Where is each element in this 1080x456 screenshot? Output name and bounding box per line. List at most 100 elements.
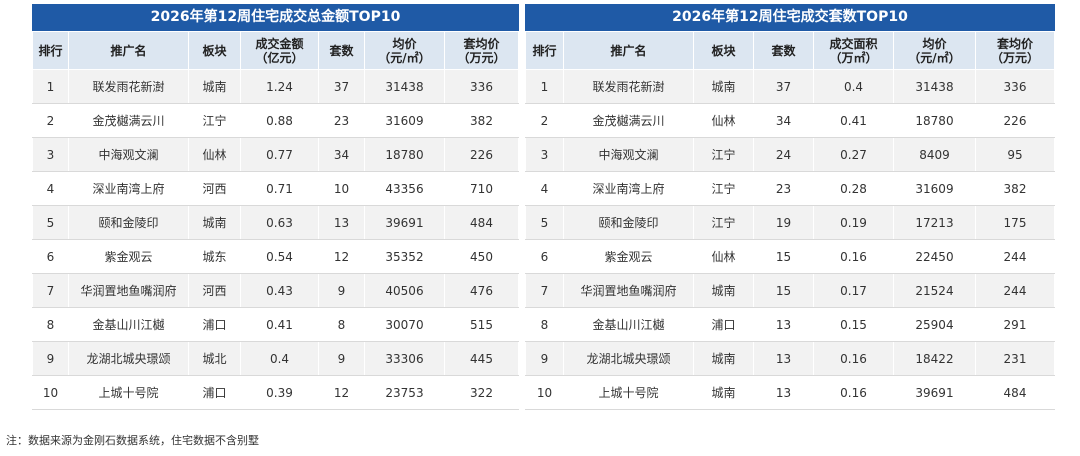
table-cell: 710 [444,171,519,206]
header-row: 排行 推广名 板块 套数 成交面积 （万㎡） 均价 （元/㎡） 套均价 （万元） [525,31,1055,70]
table-cell: 9 [318,273,365,308]
table-cell: 0.41 [813,103,894,138]
table-cell: 244 [975,239,1055,274]
column-header: 套数 [753,31,814,70]
table-cell: 7 [525,273,564,308]
table-cell: 0.77 [240,137,319,172]
table-cell: 226 [444,137,519,172]
table-row: 6 紫金观云 仙林 15 0.16 22450 244 [525,239,1055,274]
table-cell: 龙湖北城央璟颂 [563,341,694,376]
table-cell: 河西 [188,273,241,308]
table-cell: 226 [975,103,1055,138]
table-cell: 城东 [188,239,241,274]
table-cell: 17213 [893,205,976,240]
table-cell: 颐和金陵印 [563,205,694,240]
table-cell: 上城十号院 [68,375,189,410]
table-cell: 382 [444,103,519,138]
table-cell: 中海观文澜 [68,137,189,172]
column-header: 套数 [318,31,365,70]
table-cell: 0.71 [240,171,319,206]
table-cell: 31609 [893,171,976,206]
table-row: 10 上城十号院 城南 13 0.16 39691 484 [525,375,1055,410]
table-cell: 6 [525,239,564,274]
table-cell: 18422 [893,341,976,376]
table-row: 7 华润置地鱼嘴润府 河西 0.43 9 40506 476 [32,273,519,308]
table-cell: 25904 [893,307,976,342]
table-cell: 深业南湾上府 [563,171,694,206]
table-cell: 19 [753,205,814,240]
table-cell: 0.63 [240,205,319,240]
table-cell: 15 [753,273,814,308]
table-cell: 5 [32,205,69,240]
table-cell: 深业南湾上府 [68,171,189,206]
table-cell: 23753 [364,375,445,410]
table-cell: 仙林 [693,239,754,274]
column-header: 套均价 （万元） [444,31,519,70]
table-cell: 江宁 [693,137,754,172]
column-header: 均价 （元/㎡） [893,31,976,70]
table-cell: 21524 [893,273,976,308]
table-cell: 联发雨花新澍 [563,69,694,104]
table-cell: 322 [444,375,519,410]
table-cell: 35352 [364,239,445,274]
table-cell: 4 [525,171,564,206]
table-cell: 39691 [893,375,976,410]
table-row: 3 中海观文澜 仙林 0.77 34 18780 226 [32,137,519,172]
table-row: 8 金基山川江樾 浦口 13 0.15 25904 291 [525,307,1055,342]
table-cell: 0.16 [813,239,894,274]
table-cell: 0.88 [240,103,319,138]
table-cell: 2 [32,103,69,138]
transaction-amount-top10-table: 2026年第12周住宅成交总金额TOP10 排行 推广名 板块 成交金额 （亿元） 套数… [32,4,519,410]
table-cell: 336 [444,69,519,104]
table-row: 8 金基山川江樾 浦口 0.41 8 30070 515 [32,307,519,342]
table-row: 1 联发雨花新澍 城南 37 0.4 31438 336 [525,69,1055,104]
table-row: 6 紫金观云 城东 0.54 12 35352 450 [32,239,519,274]
table-cell: 450 [444,239,519,274]
table-row: 7 华润置地鱼嘴润府 城南 15 0.17 21524 244 [525,273,1055,308]
table-cell: 1.24 [240,69,319,104]
header-row: 排行 推广名 板块 成交金额 （亿元） 套数 均价 （元/㎡） 套均价 （万元） [32,31,519,70]
table-cell: 5 [525,205,564,240]
table-cell: 31609 [364,103,445,138]
table-cell: 18780 [893,103,976,138]
table-cell: 34 [318,137,365,172]
table-cell: 仙林 [693,103,754,138]
table-cell: 0.54 [240,239,319,274]
table-cell: 15 [753,239,814,274]
column-header: 推广名 [563,31,694,70]
table-cell: 0.28 [813,171,894,206]
table-row: 9 龙湖北城央璟颂 城北 0.4 9 33306 445 [32,341,519,376]
table-cell: 6 [32,239,69,274]
table-row: 3 中海观文澜 江宁 24 0.27 8409 95 [525,137,1055,172]
table-cell: 13 [753,341,814,376]
table-cell: 0.15 [813,307,894,342]
table-cell: 484 [444,205,519,240]
table-cell: 仙林 [188,137,241,172]
table-row: 5 颐和金陵印 城南 0.63 13 39691 484 [32,205,519,240]
table-cell: 515 [444,307,519,342]
table-cell: 0.4 [240,341,319,376]
table-cell: 10 [32,375,69,410]
table-cell: 河西 [188,171,241,206]
table-cell: 13 [318,205,365,240]
table-cell: 浦口 [188,307,241,342]
table-cell: 0.16 [813,341,894,376]
table-row: 5 颐和金陵印 江宁 19 0.19 17213 175 [525,205,1055,240]
table-cell: 33306 [364,341,445,376]
table-cell: 金基山川江樾 [563,307,694,342]
table-cell: 联发雨花新澍 [68,69,189,104]
table-cell: 31438 [364,69,445,104]
table-cell: 0.41 [240,307,319,342]
table-cell: 9 [318,341,365,376]
table-cell: 城南 [693,341,754,376]
table-cell: 0.43 [240,273,319,308]
table-cell: 城北 [188,341,241,376]
table-cell: 37 [753,69,814,104]
table-cell: 476 [444,273,519,308]
table-cell: 9 [32,341,69,376]
table-cell: 39691 [364,205,445,240]
table-cell: 江宁 [188,103,241,138]
table-row: 4 深业南湾上府 河西 0.71 10 43356 710 [32,171,519,206]
table-cell: 10 [318,171,365,206]
table-cell: 22450 [893,239,976,274]
